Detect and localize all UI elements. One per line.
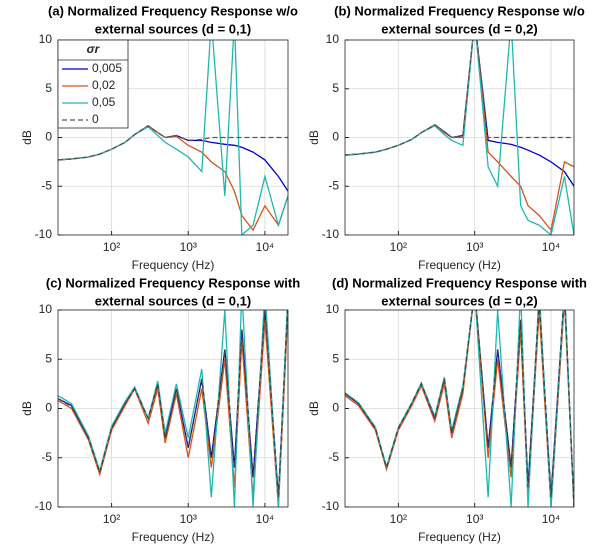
y-tick-label: 5 <box>332 351 339 365</box>
chart-title: external sources (d = 0,2) <box>381 293 537 308</box>
y-tick-label: -5 <box>41 450 52 464</box>
x-tick-label: 10³ <box>180 240 197 254</box>
y-tick-label: 5 <box>332 81 339 95</box>
axes-box <box>344 39 575 236</box>
legend-label: 0,05 <box>92 95 116 109</box>
line-series <box>58 125 288 161</box>
legend-title: σr <box>87 42 101 56</box>
y-tick-label: 5 <box>45 351 52 365</box>
axes-box <box>57 309 289 508</box>
y-tick-label: -10 <box>35 499 53 513</box>
subplot: (b) Normalized Frequency Response w/o ext… <box>307 3 585 272</box>
y-tick-label: 0 <box>332 130 339 144</box>
y-tick-label: 0 <box>45 401 52 415</box>
x-axis-label: Frequency (Hz) <box>132 530 215 544</box>
y-tick-label: 0 <box>45 130 52 144</box>
x-tick-label: 10⁴ <box>256 512 275 526</box>
y-axis-label: dB <box>20 401 34 416</box>
y-tick-label: -10 <box>322 499 340 513</box>
y-tick-label: -10 <box>35 227 53 241</box>
subplot: (d) Normalized Frequency Response with ex… <box>307 275 587 544</box>
chart-title: external sources (d = 0,1) <box>95 21 251 36</box>
x-tick-label: 10³ <box>180 512 197 526</box>
line-series <box>345 40 574 156</box>
line-series <box>345 310 574 507</box>
line-series <box>58 40 288 235</box>
x-tick-label: 10² <box>103 512 120 526</box>
x-tick-label: 10³ <box>466 512 483 526</box>
x-tick-label: 10³ <box>466 240 483 254</box>
axes-box <box>57 39 289 236</box>
line-series <box>58 310 288 498</box>
x-axis-label: Frequency (Hz) <box>132 258 215 272</box>
y-axis-label: dB <box>307 130 321 145</box>
y-tick-label: 0 <box>332 401 339 415</box>
y-tick-label: -5 <box>328 178 339 192</box>
x-tick-label: 10² <box>103 240 120 254</box>
x-tick-label: 10² <box>390 512 407 526</box>
legend-label: 0,02 <box>92 78 116 92</box>
chart-title: (d) Normalized Frequency Response with <box>332 275 587 290</box>
legend-label: 0 <box>92 112 99 126</box>
chart-title: external sources (d = 0,1) <box>95 293 251 308</box>
chart-title: (a) Normalized Frequency Response w/o <box>48 3 298 18</box>
x-tick-label: 10⁴ <box>542 512 561 526</box>
legend-box <box>57 39 129 129</box>
y-tick-label: 10 <box>326 32 340 46</box>
y-axis-label: dB <box>20 130 34 145</box>
chart-title: external sources (d = 0,2) <box>381 21 537 36</box>
y-tick-label: 10 <box>39 302 53 316</box>
x-tick-label: 10⁴ <box>542 240 561 254</box>
x-axis-label: Frequency (Hz) <box>418 530 501 544</box>
x-axis-label: Frequency (Hz) <box>418 258 501 272</box>
chart-title: (c) Normalized Frequency Response with <box>46 275 300 290</box>
y-tick-label: -5 <box>41 178 52 192</box>
subplot: (a) Normalized Frequency Response w/o ext… <box>20 3 298 272</box>
y-tick-label: 10 <box>39 32 53 46</box>
legend: σr 0,005 0,02 0,05 0 <box>57 39 129 129</box>
y-tick-label: -10 <box>322 227 340 241</box>
chart-title: (b) Normalized Frequency Response w/o <box>334 3 585 18</box>
y-tick-label: 10 <box>326 302 340 316</box>
y-tick-label: 5 <box>45 81 52 95</box>
line-series <box>345 40 574 235</box>
axes-box <box>344 309 575 508</box>
y-tick-label: -5 <box>328 450 339 464</box>
legend-label: 0,005 <box>92 61 122 75</box>
x-tick-label: 10² <box>390 240 407 254</box>
x-tick-label: 10⁴ <box>256 240 275 254</box>
y-axis-label: dB <box>307 401 321 416</box>
subplot: (c) Normalized Frequency Response with ex… <box>20 275 300 544</box>
